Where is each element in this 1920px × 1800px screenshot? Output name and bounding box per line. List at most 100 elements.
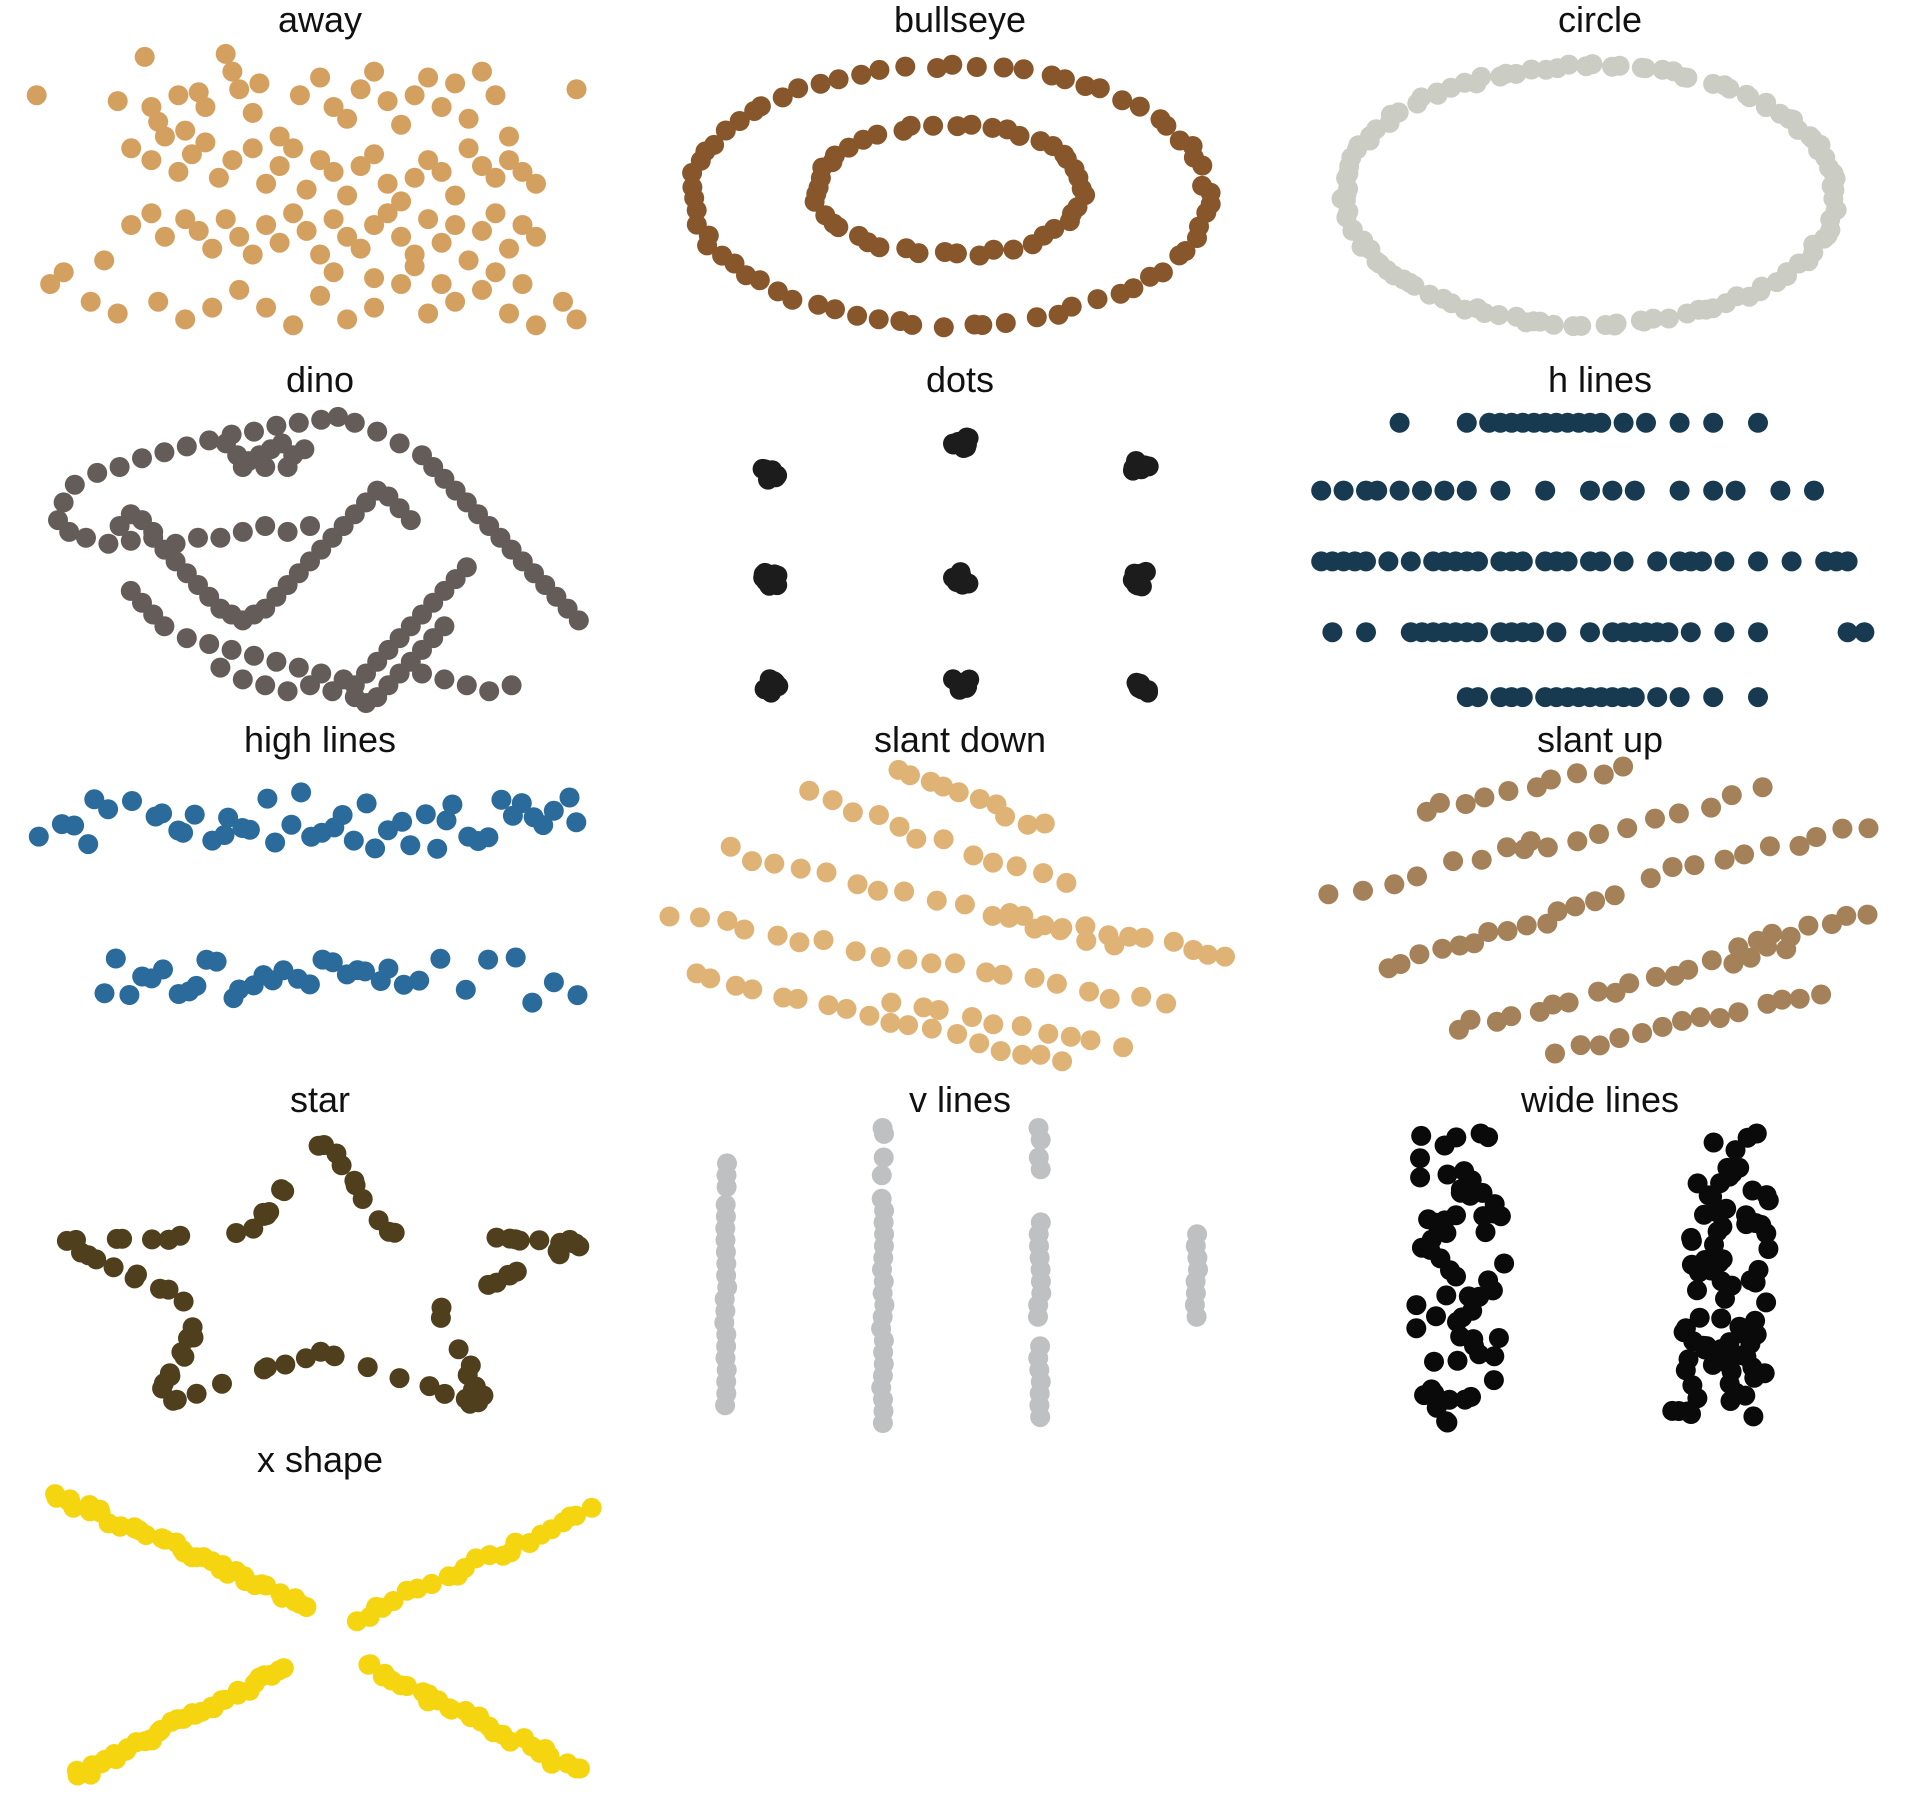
data-point: [1565, 896, 1586, 917]
data-point: [1709, 1252, 1730, 1273]
data-point: [526, 226, 546, 247]
data-point: [1728, 1002, 1749, 1023]
data-point: [969, 1033, 990, 1054]
data-point: [1723, 953, 1744, 974]
data-point: [1751, 276, 1772, 297]
data-point: [953, 434, 974, 455]
data-point: [1604, 885, 1625, 906]
scatter-plot: [56, 1135, 590, 1414]
data-point: [105, 948, 126, 969]
data-point: [983, 239, 1004, 260]
data-point: [199, 430, 220, 451]
data-point: [434, 1383, 455, 1404]
data-point: [1709, 1008, 1730, 1028]
data-point: [1498, 781, 1519, 801]
data-point: [895, 56, 916, 77]
data-point: [1013, 905, 1034, 926]
data-point: [867, 880, 888, 901]
data-point: [1711, 1308, 1732, 1329]
data-point: [1725, 480, 1746, 501]
data-point: [1836, 905, 1857, 926]
data-point: [1407, 93, 1428, 114]
data-point: [154, 226, 175, 247]
data-point: [364, 268, 385, 289]
data-point: [289, 85, 310, 106]
data-point: [1410, 1148, 1430, 1169]
data-point: [1781, 551, 1802, 572]
data-point: [1432, 938, 1453, 959]
data-point: [1736, 84, 1757, 105]
data-point: [1752, 777, 1773, 798]
data-point: [1426, 1306, 1446, 1327]
data-point: [1013, 59, 1034, 80]
data-point: [868, 805, 889, 825]
data-point: [445, 73, 466, 94]
data-point: [948, 782, 969, 803]
data-point: [959, 669, 980, 690]
data-point: [1512, 687, 1533, 708]
data-point: [350, 238, 371, 259]
data-point: [174, 1346, 195, 1367]
data-point: [567, 985, 588, 1006]
data-point: [300, 516, 320, 536]
data-point: [308, 1135, 329, 1156]
data-point: [1811, 984, 1832, 1005]
data-point: [244, 645, 264, 666]
data-point: [566, 79, 587, 100]
data-point: [1636, 412, 1656, 433]
data-point: [845, 941, 866, 962]
data-point: [913, 997, 934, 1018]
data-point: [1640, 868, 1661, 889]
panel-wide-lines: wide lines: [1280, 1080, 1920, 1440]
data-point: [391, 114, 412, 135]
data-point: [1714, 551, 1735, 572]
panel-title: dots: [925, 359, 995, 400]
data-point: [1770, 480, 1791, 501]
data-point: [1720, 1391, 1741, 1411]
scatter-plot: [714, 1118, 1208, 1433]
data-point: [1378, 551, 1399, 572]
data-point: [1687, 1388, 1708, 1409]
data-point: [1591, 412, 1612, 433]
data-point: [1714, 622, 1735, 643]
data-point: [1400, 551, 1421, 572]
data-point: [1406, 1318, 1427, 1339]
data-point: [64, 815, 85, 836]
data-point: [1591, 551, 1612, 572]
data-point: [501, 675, 522, 696]
data-point: [98, 799, 119, 820]
data-point: [434, 616, 455, 637]
data-point: [1721, 785, 1742, 806]
data-point: [458, 138, 479, 159]
data-point: [173, 822, 194, 843]
data-point: [1471, 849, 1492, 870]
data-point: [281, 814, 302, 835]
data-point: [1041, 65, 1062, 86]
data-point: [391, 191, 412, 212]
data-point: [175, 209, 196, 230]
data-point: [659, 906, 680, 927]
data-point: [1535, 480, 1556, 501]
data-point: [1440, 1260, 1460, 1281]
data-point: [322, 952, 343, 973]
data-point: [214, 825, 235, 845]
data-point: [1156, 993, 1177, 1014]
data-point: [543, 800, 564, 821]
data-point: [152, 803, 173, 824]
data-point: [1580, 622, 1600, 643]
data-point: [847, 305, 868, 326]
panel-title: high lines: [243, 719, 397, 760]
panel-title: slant up: [1536, 719, 1664, 760]
data-point: [175, 120, 196, 141]
data-point: [1443, 851, 1464, 872]
data-point: [1606, 313, 1627, 334]
data-point: [343, 830, 364, 851]
data-point: [1678, 959, 1699, 980]
data-point: [1647, 687, 1668, 708]
panel-slant-down: slant down: [640, 720, 1280, 1080]
data-point: [522, 992, 543, 1013]
data-point: [553, 291, 573, 312]
data-point: [928, 1000, 949, 1020]
data-point: [1406, 1295, 1427, 1316]
data-point: [889, 816, 910, 837]
